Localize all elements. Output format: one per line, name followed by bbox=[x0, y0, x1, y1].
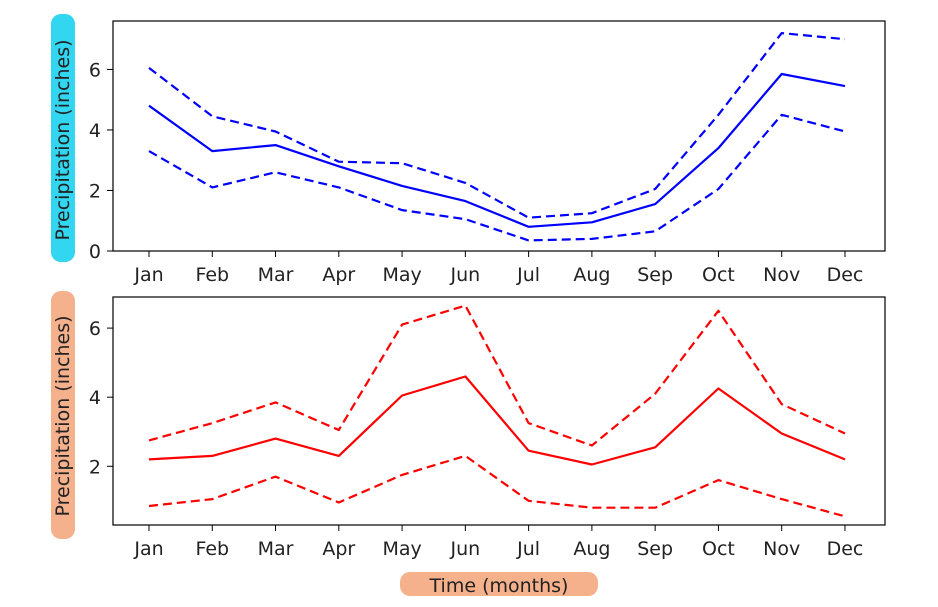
x-tick-label: Mar bbox=[258, 538, 294, 560]
x-tick-label: May bbox=[382, 538, 421, 560]
series-line-lower bbox=[148, 113, 846, 242]
series-line-mean bbox=[148, 72, 846, 228]
bottom-chart-panel: Jan Feb Mar Apr May Jun Jul Aug Sep Oct Nov Dec 2 4 6 bbox=[89, 296, 886, 560]
x-tick-label: Jan bbox=[133, 264, 163, 286]
series-line-upper bbox=[148, 304, 846, 447]
x-tick-label: Jul bbox=[516, 538, 540, 560]
x-tick-label: Sep bbox=[637, 264, 673, 286]
bottom-ylabel-highlight bbox=[51, 291, 75, 539]
series-line-upper bbox=[148, 31, 846, 219]
y-tick-label: 2 bbox=[89, 180, 101, 202]
y-tick-label: 6 bbox=[89, 318, 101, 340]
xlabel-highlight bbox=[400, 572, 598, 596]
top-ylabel-highlight bbox=[51, 14, 75, 262]
x-tick-label: Feb bbox=[195, 538, 229, 560]
top-ylabel-group: Precipitation (inches) bbox=[51, 14, 75, 262]
y-tick-label: 2 bbox=[89, 456, 101, 478]
series-line-lower bbox=[148, 454, 846, 518]
plot-frame bbox=[112, 20, 886, 252]
series-line-mean bbox=[148, 375, 846, 466]
x-tick-label: Apr bbox=[322, 538, 355, 560]
x-tick-label: Sep bbox=[637, 538, 673, 560]
x-tick-label: Dec bbox=[827, 264, 864, 286]
y-tick-label: 4 bbox=[89, 120, 101, 142]
x-tick-label: Jun bbox=[450, 264, 481, 286]
plot-frame bbox=[112, 296, 886, 526]
x-tick-label: Feb bbox=[195, 264, 229, 286]
x-tick-label: Oct bbox=[702, 264, 735, 286]
bottom-ylabel-group: Precipitation (inches) bbox=[51, 291, 75, 539]
xlabel: Time (months) bbox=[429, 575, 569, 597]
x-tick-label: Mar bbox=[258, 264, 294, 286]
y-tick-label: 4 bbox=[89, 387, 101, 409]
x-tick-label: May bbox=[382, 264, 421, 286]
top-chart-panel: Jan Feb Mar Apr May Jun Jul Aug Sep Oct Nov Dec 0 2 4 6 bbox=[89, 20, 886, 286]
y-tick-label: 6 bbox=[89, 59, 101, 81]
x-tick-label: Jun bbox=[450, 538, 481, 560]
top-ylabel: Precipitation (inches) bbox=[52, 39, 74, 240]
x-tick-label: Apr bbox=[322, 264, 355, 286]
x-tick-label: Jan bbox=[133, 538, 163, 560]
xlabel-group: Time (months) bbox=[400, 572, 598, 597]
x-tick-label: Jul bbox=[516, 264, 540, 286]
x-tick-label: Aug bbox=[573, 264, 610, 286]
x-tick-label: Nov bbox=[763, 264, 800, 286]
x-tick-label: Dec bbox=[827, 538, 864, 560]
bottom-ylabel: Precipitation (inches) bbox=[52, 315, 74, 516]
x-tick-label: Aug bbox=[573, 538, 610, 560]
x-tick-label: Oct bbox=[702, 538, 735, 560]
x-tick-label: Nov bbox=[763, 538, 800, 560]
y-tick-label: 0 bbox=[89, 241, 101, 263]
